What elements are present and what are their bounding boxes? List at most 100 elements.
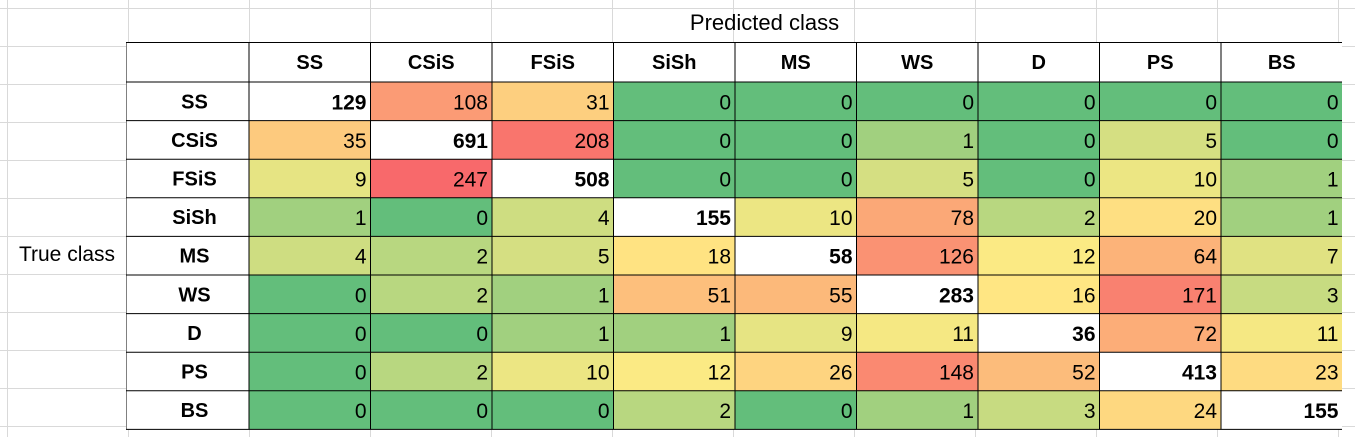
cell-value: 2 — [1084, 207, 1096, 230]
cell-value: 3 — [1327, 284, 1339, 307]
matrix-cell — [978, 197, 1100, 237]
cell-value: 0 — [476, 400, 488, 423]
matrix-cell — [1099, 120, 1221, 160]
cell-value: 23 — [1315, 362, 1338, 385]
matrix-cell — [856, 236, 978, 275]
matrix-cell — [1221, 236, 1342, 275]
cell-value: 52 — [1072, 362, 1095, 385]
cell-value: 155 — [696, 207, 731, 230]
cell-value: 55 — [829, 284, 852, 307]
header-cell-csis — [370, 42, 492, 82]
cell-value: 0 — [719, 130, 731, 153]
matrix-cell — [1221, 197, 1342, 237]
matrix-cell — [370, 313, 492, 353]
cell-value: 1 — [1327, 207, 1339, 230]
matrix-cell — [370, 159, 492, 198]
cell-value: 108 — [453, 91, 488, 114]
matrix-cell — [978, 352, 1100, 391]
cell-value: 0 — [719, 169, 731, 192]
cell-value: 12 — [1072, 246, 1095, 269]
matrix-cell — [370, 120, 492, 160]
col-label-bs: BS — [1268, 52, 1296, 74]
cell-value: 2 — [476, 362, 488, 385]
matrix-cell — [492, 352, 614, 391]
cell-value: 0 — [1084, 91, 1096, 114]
matrix-cell — [492, 236, 614, 275]
matrix-cell — [370, 82, 492, 121]
cell-value: 20 — [1194, 207, 1217, 230]
matrix-cell — [370, 236, 492, 275]
cell-value: 58 — [829, 246, 853, 269]
matrix-cell — [1099, 159, 1221, 198]
cell-value: 11 — [1317, 323, 1339, 346]
matrix-cell — [249, 197, 371, 237]
col-label-ws: WS — [901, 52, 933, 74]
cell-value: 0 — [841, 400, 853, 423]
matrix-cell — [735, 82, 857, 121]
matrix-cell — [1099, 313, 1221, 353]
matrix-cell — [249, 313, 371, 353]
cell-value: 413 — [1182, 362, 1217, 385]
matrix-cell — [1099, 275, 1221, 314]
row-label-csis: CSiS — [171, 130, 218, 152]
matrix-cell — [613, 197, 735, 237]
cell-value: 10 — [829, 207, 852, 230]
cell-value: 16 — [1072, 284, 1095, 307]
cell-value: 5 — [962, 169, 974, 192]
cell-value: 208 — [574, 130, 609, 153]
matrix-cell — [249, 390, 371, 430]
matrix-cell — [492, 275, 614, 314]
cell-value: 9 — [355, 169, 367, 192]
cell-value: 78 — [951, 207, 974, 230]
cell-value: 2 — [476, 246, 488, 269]
matrix-cell — [492, 82, 614, 121]
matrix-cell — [978, 313, 1100, 353]
col-label-csis: CSiS — [408, 52, 455, 74]
cell-value: 148 — [939, 362, 974, 385]
cell-value: 129 — [331, 91, 366, 114]
matrix-cell — [370, 390, 492, 430]
matrix-cell — [856, 390, 978, 430]
cell-value: 283 — [939, 284, 974, 307]
matrix-cell — [613, 313, 735, 353]
col-label-ms: MS — [781, 52, 811, 74]
matrix-cell — [856, 120, 978, 160]
cell-value: 0 — [476, 207, 488, 230]
cell-value: 36 — [1072, 323, 1095, 346]
cell-value: 691 — [453, 130, 488, 153]
cell-value: 0 — [355, 323, 367, 346]
matrix-cell — [735, 390, 857, 430]
cell-value: 0 — [841, 91, 853, 114]
header-cell-sish — [613, 42, 735, 82]
cell-value: 10 — [586, 362, 609, 385]
matrix-cell — [735, 236, 857, 275]
col-label-ss: SS — [296, 52, 323, 74]
row-header-cell-fsis — [126, 159, 249, 198]
cell-value: 0 — [355, 284, 367, 307]
matrix-cell — [370, 275, 492, 314]
matrix-cell — [1221, 159, 1342, 198]
matrix-cell — [735, 159, 857, 198]
cell-value: 35 — [343, 130, 366, 153]
row-header-cell-ws — [126, 275, 249, 314]
cell-value: 0 — [962, 91, 974, 114]
cell-value: 2 — [719, 400, 731, 423]
matrix-cell — [613, 352, 735, 391]
matrix-cell — [1099, 236, 1221, 275]
matrix-cell — [735, 275, 857, 314]
matrix-cell — [856, 313, 978, 353]
matrix-cell — [1099, 352, 1221, 391]
header-cell-fsis — [492, 42, 614, 82]
matrix-cell — [1221, 313, 1342, 353]
matrix-cell — [492, 390, 614, 430]
matrix-cell — [249, 120, 371, 160]
matrix-cell — [856, 82, 978, 121]
cell-value: 0 — [598, 400, 610, 423]
cell-value: 0 — [1084, 130, 1096, 153]
cell-value: 1 — [962, 130, 974, 153]
cell-value: 0 — [1327, 91, 1339, 114]
matrix-cell — [735, 313, 857, 353]
row-header-cell-ss — [126, 82, 249, 121]
matrix-cell — [856, 197, 978, 237]
